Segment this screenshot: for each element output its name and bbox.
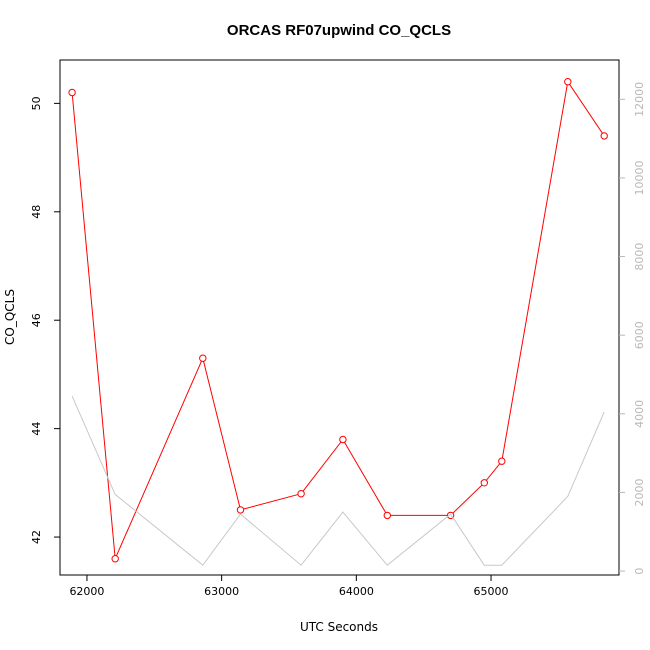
y-tick-label: 48	[30, 205, 43, 219]
y2-tick-label: 0	[633, 568, 646, 575]
series-1-point	[68, 88, 76, 97]
series-1-point	[480, 479, 488, 487]
series-1-point	[339, 435, 347, 444]
y2-tick-label: 4000	[633, 400, 646, 428]
series-1-point	[297, 490, 305, 498]
y2-tick-label: 10000	[633, 160, 646, 195]
x-tick-label: 64000	[339, 585, 374, 598]
series-1-point	[383, 511, 391, 520]
series-1-point	[199, 354, 207, 362]
series-1-point	[564, 78, 572, 86]
series-1-point	[498, 457, 506, 465]
x-axis-label: UTC Seconds	[300, 620, 378, 634]
series-1-point	[600, 132, 608, 140]
series-1-point	[236, 506, 245, 514]
y2-tick-label: 8000	[633, 243, 646, 271]
x-tick-label: 63000	[204, 585, 239, 598]
x-tick-label: 62000	[69, 585, 104, 598]
series-1-point	[111, 555, 119, 563]
series-1-line	[71, 80, 605, 559]
series-2-line	[71, 395, 605, 566]
x-tick-label: 65000	[474, 585, 509, 598]
y2-tick-label: 2000	[633, 478, 646, 506]
y-tick-label: 50	[30, 96, 43, 110]
y-tick-label: 42	[30, 530, 43, 544]
y2-tick-label: 12000	[633, 82, 646, 117]
y2-tick-label: 6000	[633, 321, 646, 349]
y-tick-label: 44	[30, 422, 43, 436]
plot-frame	[59, 59, 620, 576]
y-axis-label: CO_QCLS	[3, 289, 17, 345]
chart-title: ORCAS RF07upwind CO_QCLS	[227, 22, 451, 39]
y-tick-label: 46	[30, 313, 43, 327]
